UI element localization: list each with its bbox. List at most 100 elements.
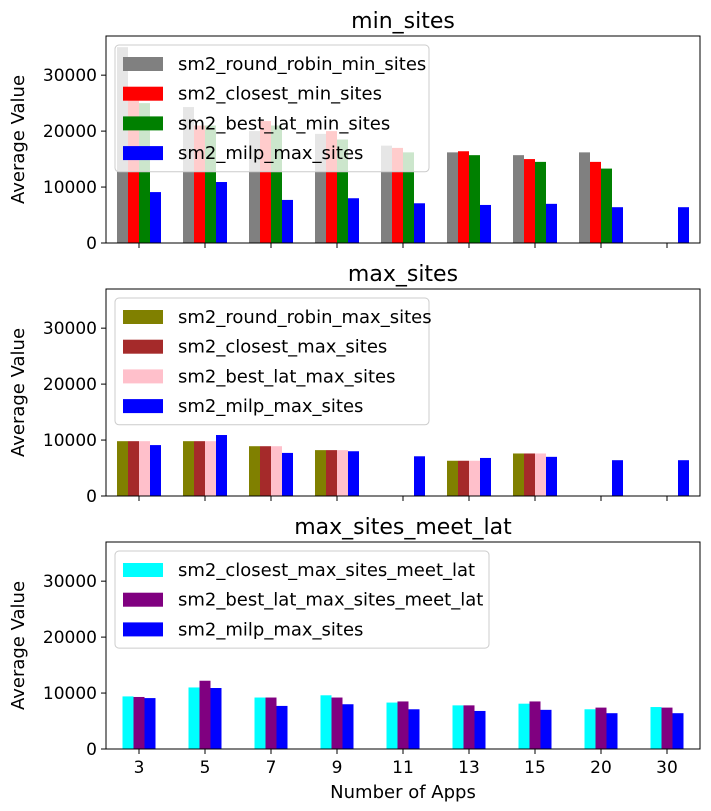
- legend-entry: sm2_milp_max_sites: [178, 396, 363, 417]
- bar-sm2_round_robin_min_sites-5: [183, 107, 194, 243]
- bar-sm2_round_robin_max_sites-13: [447, 460, 458, 496]
- bar-sm2_milp_max_sites-9: [348, 451, 359, 496]
- bar-sm2_milp_max_sites-20: [612, 207, 623, 243]
- bar-sm2_closest_max_sites-15: [524, 453, 535, 496]
- bar-sm2_best_lat_max_sites-15: [535, 453, 546, 496]
- legend-entry: sm2_round_robin_min_sites: [178, 54, 426, 75]
- x-tick-label: 20: [590, 758, 612, 778]
- legend-swatch: [123, 310, 163, 324]
- bar-sm2_closest_min_sites-13: [458, 151, 469, 243]
- bar-sm2_milp_max_sites-13: [474, 710, 486, 749]
- legend-swatch: [123, 592, 163, 607]
- bar-sm2_milp_max_sites-15: [546, 456, 557, 496]
- y-tick-label: 30000: [43, 66, 97, 86]
- legend-swatch: [123, 57, 163, 71]
- legend-entry: sm2_closest_max_sites_meet_lat: [178, 560, 475, 581]
- x-axis-label: Number of Apps: [330, 782, 476, 803]
- bar-sm2_milp_max_sites-30: [672, 713, 684, 749]
- x-tick-label: 5: [200, 758, 211, 778]
- bar-sm2_best_lat_max_sites-7: [271, 446, 282, 496]
- bar-sm2_round_robin_max_sites-9: [315, 450, 326, 496]
- bar-sm2_milp_max_sites-3: [150, 192, 161, 243]
- legend-swatch: [123, 622, 163, 637]
- bar-sm2_round_robin_max_sites-7: [249, 446, 260, 496]
- bar-sm2_milp_max_sites-15: [540, 709, 552, 749]
- bar-sm2_best_lat_max_sites_meet_lat-7: [265, 697, 277, 749]
- x-tick-label: 15: [524, 758, 546, 778]
- bar-sm2_best_lat_min_sites-9: [337, 139, 348, 243]
- bar-sm2_milp_max_sites-15: [546, 203, 557, 243]
- bar-sm2_milp_max_sites-9: [348, 198, 359, 243]
- bar-sm2_best_lat_min_sites-5: [205, 125, 216, 243]
- bar-sm2_milp_max_sites-5: [216, 182, 227, 243]
- bar-sm2_round_robin_min_sites-20: [579, 152, 590, 243]
- legend: sm2_round_robin_max_sites sm2_closest_max…: [114, 297, 432, 426]
- bar-sm2_round_robin_min_sites-15: [513, 155, 524, 243]
- bar-sm2_best_lat_min_sites-3: [139, 103, 150, 243]
- bar-sm2_milp_max_sites-30: [678, 460, 689, 496]
- bar-sm2_milp_max_sites-3: [150, 445, 161, 496]
- bar-sm2_round_robin_min_sites-9: [315, 133, 326, 243]
- y-tick-label: 10000: [43, 431, 97, 451]
- bar-sm2_best_lat_max_sites_meet_lat-9: [331, 697, 343, 749]
- bar-sm2_milp_max_sites-13: [480, 204, 491, 243]
- bar-sm2_round_robin_max_sites-15: [513, 453, 524, 496]
- y-tick-label: 20000: [43, 375, 97, 395]
- legend-swatch: [123, 146, 163, 161]
- bar-sm2_closest_max_sites_meet_lat-5: [188, 687, 200, 749]
- bar-sm2_closest_max_sites_meet_lat-13: [452, 705, 464, 749]
- legend: sm2_round_robin_min_sites sm2_closest_min…: [114, 44, 430, 173]
- panel-max_sites_meet_lat: max_sites_meet_lat Average Value 0 10000 200…: [8, 515, 701, 803]
- bar-sm2_round_robin_min_sites-13: [447, 152, 458, 243]
- bar-sm2_milp_max_sites-20: [606, 713, 618, 749]
- bar-sm2_closest_max_sites-3: [128, 441, 139, 496]
- chart-title: min_sites: [351, 9, 455, 34]
- y-tick-label: 10000: [43, 684, 97, 704]
- bar-sm2_best_lat_max_sites-5: [205, 441, 216, 496]
- x-tick-label: 9: [332, 758, 343, 778]
- bar-sm2_round_robin_min_sites-7: [249, 131, 260, 243]
- bar-sm2_milp_max_sites-11: [414, 203, 425, 243]
- bar-sm2_milp_max_sites-3: [144, 698, 156, 749]
- bar-sm2_best_lat_max_sites-13: [469, 460, 480, 496]
- y-tick-label: 20000: [43, 122, 97, 142]
- bar-sm2_closest_max_sites-9: [326, 450, 337, 496]
- bar-sm2_closest_max_sites_meet_lat-9: [320, 695, 332, 749]
- bar-sm2_closest_min_sites-5: [194, 125, 205, 243]
- bar-sm2_closest_max_sites_meet_lat-7: [254, 697, 266, 749]
- bar-sm2_best_lat_min_sites-11: [403, 152, 414, 243]
- bar-sm2_closest_min_sites-7: [260, 121, 271, 243]
- bar-sm2_best_lat_min_sites-15: [535, 161, 546, 243]
- legend-entry: sm2_best_lat_min_sites: [178, 113, 390, 134]
- panel-min_sites: min_sites Average Value 0 10000 20000 30000 sm…: [8, 9, 701, 254]
- panel-max_sites: max_sites Average Value 0 10000 20000 30000 sm…: [8, 262, 701, 507]
- bar-sm2_milp_max_sites-7: [282, 199, 293, 243]
- bar-sm2_closest_max_sites-7: [260, 446, 271, 496]
- legend-entry: sm2_milp_max_sites: [178, 619, 363, 640]
- bar-sm2_milp_max_sites-11: [408, 709, 420, 749]
- bar-sm2_closest_max_sites_meet_lat-15: [518, 703, 530, 749]
- bar-sm2_closest_max_sites_meet_lat-3: [122, 696, 134, 749]
- x-tick-label: 30: [656, 758, 678, 778]
- bar-sm2_milp_max_sites-11: [414, 456, 425, 496]
- bar-sm2_closest_min_sites-20: [590, 161, 601, 243]
- legend-entry: sm2_closest_max_sites: [178, 337, 387, 358]
- bar-sm2_best_lat_min_sites-13: [469, 155, 480, 243]
- bar-sm2_milp_max_sites-20: [612, 460, 623, 496]
- y-axis-label: Average Value: [8, 75, 29, 204]
- bar-sm2_best_lat_max_sites-9: [337, 450, 348, 496]
- y-tick-label: 10000: [43, 178, 97, 198]
- legend-swatch: [123, 399, 163, 414]
- bar-sm2_milp_max_sites-13: [480, 457, 491, 496]
- y-tick-label: 0: [86, 234, 97, 254]
- x-tick-label: 7: [266, 758, 277, 778]
- x-tick-label: 3: [134, 758, 145, 778]
- bar-sm2_best_lat_min_sites-7: [271, 125, 282, 243]
- chart-title: max_sites: [348, 262, 458, 287]
- bar-sm2_milp_max_sites-9: [342, 704, 354, 749]
- bar-sm2_closest_min_sites-15: [524, 159, 535, 243]
- y-tick-label: 20000: [43, 628, 97, 648]
- y-tick-label: 30000: [43, 319, 97, 339]
- bar-sm2_round_robin_min_sites-11: [381, 145, 392, 243]
